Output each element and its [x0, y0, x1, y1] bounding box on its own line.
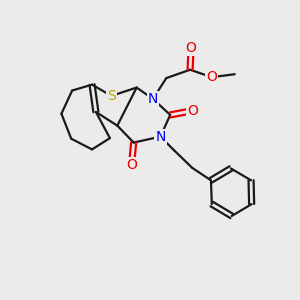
Text: O: O: [206, 70, 217, 84]
Text: N: N: [148, 92, 158, 106]
Text: O: O: [187, 104, 198, 118]
Text: O: O: [126, 158, 137, 172]
Text: S: S: [107, 89, 116, 103]
Text: N: N: [155, 130, 166, 144]
Text: O: O: [186, 41, 196, 56]
